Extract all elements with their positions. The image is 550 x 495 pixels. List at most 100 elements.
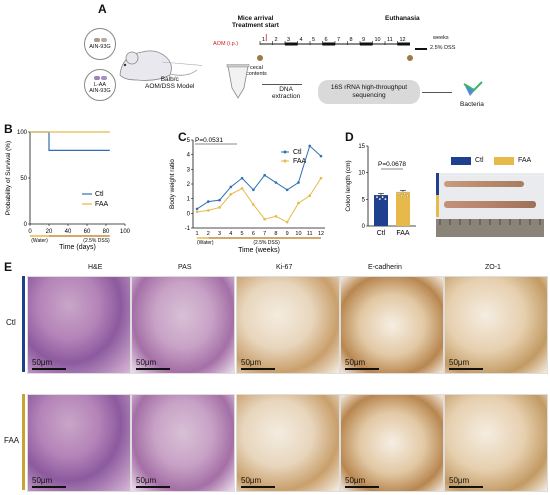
sequencing-box: 16S rRNA high-throughput sequencing — [318, 80, 420, 104]
dss-period — [322, 42, 335, 46]
c-ytick-label: 2 — [187, 182, 191, 188]
bacteria-icon — [463, 81, 483, 96]
panel-d-letter: D — [345, 130, 354, 144]
dss-key-label: 2.5% DSS — [430, 45, 456, 51]
scale-bar — [32, 486, 66, 488]
dss-period — [397, 42, 410, 46]
c-point-ctl — [319, 154, 323, 158]
c-point-ctl — [229, 185, 233, 189]
dss-period — [360, 42, 373, 46]
c-xtick-label: 4 — [229, 231, 232, 237]
c-point-faa — [252, 203, 255, 206]
micrograph-faa-ecadherin: 50μm — [340, 394, 444, 492]
treatment-start: Treatment start — [232, 22, 279, 29]
timeline-week-label: 5 — [312, 37, 315, 43]
d-datapoint — [375, 195, 379, 199]
bacteria-label: Bacteria — [460, 101, 484, 108]
c-xtick-label: 1 — [195, 231, 198, 237]
timeline-week-label: 4 — [300, 37, 303, 43]
colon-faa-tissue — [444, 201, 536, 208]
mice-arrival: Mice arrival — [237, 15, 274, 22]
micrograph-faa-ki67: 50μm — [236, 394, 340, 492]
d-ytick-label: 10 — [358, 171, 365, 177]
mouse-model: AOM/DSS Model — [145, 83, 195, 90]
scale-bar — [136, 368, 170, 370]
seq-1: 16S rRNA high-throughput — [330, 84, 408, 91]
diet2-label-1: L-AA — [93, 82, 107, 88]
c-point-ctl — [297, 181, 300, 184]
timeline-week-label: 10 — [375, 37, 381, 43]
cecal-label: cecal contents — [246, 65, 267, 77]
col-zo1: ZO-1 — [485, 264, 501, 271]
c-ytick-label: 5 — [187, 138, 191, 144]
b-series-ctl — [30, 131, 110, 151]
scale-bar — [345, 368, 379, 370]
micrograph-ctl-he: 50μm — [27, 276, 131, 374]
dna-label: DNA extraction — [272, 86, 300, 100]
tube-icon — [226, 64, 250, 99]
arrival-label: Mice arrival Treatment start — [232, 15, 279, 29]
mouse-strain: Balb/c — [160, 76, 179, 83]
c-point-ctl — [240, 176, 244, 180]
c-point-ctl — [274, 181, 278, 184]
d-datapoint — [381, 195, 384, 199]
diet1-label: AIN-93G — [89, 44, 111, 50]
c-point-ctl — [263, 173, 266, 177]
c-point-ctl — [218, 198, 221, 202]
b-dss-label: (2.5% DSS) — [83, 238, 110, 244]
cecal-2: contents — [246, 71, 267, 77]
c-legend-faa-dot — [283, 159, 287, 163]
c-ytick-label: 0 — [187, 211, 191, 217]
euthanasia-label: Euthanasia — [385, 15, 420, 22]
micrograph-ctl-zo1: 50μm — [444, 276, 548, 374]
seq-2: sequencing — [352, 92, 386, 99]
d-datapoint — [397, 192, 401, 196]
b-ytick-label: 100 — [17, 130, 28, 136]
cecal-1: cecal — [249, 65, 263, 71]
timeline-week-label: 7 — [337, 37, 340, 43]
c-ytick-label: 1 — [187, 197, 191, 203]
weeks-label: weeks — [433, 35, 449, 41]
c-water-label: (Water) — [197, 240, 214, 246]
scale-label: 50μm — [136, 358, 157, 367]
b-xtick-label: 80 — [103, 229, 110, 235]
b-legend-ctl: Ctl — [95, 191, 104, 198]
c-xtick-label: 2 — [207, 231, 210, 237]
c-xtick-label: 5 — [241, 231, 244, 237]
c-point-faa — [195, 210, 199, 214]
panel-c-letter: C — [178, 130, 187, 144]
d-pvalue: P=0.0678 — [378, 161, 406, 168]
mouse-dot-end — [407, 55, 413, 61]
c-xtick-label: 11 — [307, 231, 313, 237]
b-water-label: (Water) — [31, 238, 48, 244]
timeline-week-label: 9 — [362, 37, 365, 43]
micrograph-ctl-pas: 50μm — [131, 276, 235, 374]
c-point-faa — [240, 187, 244, 190]
b-xtick-label: 100 — [120, 229, 131, 235]
legend-ctl-swatch — [451, 157, 471, 165]
scale-bar — [449, 368, 483, 370]
mouse-dot-start — [257, 55, 263, 61]
c-ytick-label: 3 — [187, 167, 191, 173]
panel-a-letter: A — [98, 2, 107, 16]
d-ytick-label: 15 — [358, 144, 365, 150]
timeline-week-label: 11 — [387, 37, 393, 43]
d-ytick-label: 5 — [362, 197, 366, 203]
panel-e-letter: E — [4, 260, 13, 274]
b-xtick-label: 40 — [65, 229, 72, 235]
d-datapoint — [384, 197, 387, 201]
dna-2: extraction — [272, 93, 301, 100]
arrow-line-1 — [262, 84, 302, 85]
panel-b-letter: B — [4, 122, 13, 136]
c-xtick-label: 3 — [218, 231, 221, 237]
b-ytick-label: 50 — [20, 176, 27, 182]
colon-length-chart: 0 5 10 15 Ctl FAA Colon length (cm) P=0.0678 — [345, 144, 416, 237]
c-xlabel: Time (weeks) — [238, 247, 280, 254]
c-point-faa — [206, 209, 210, 212]
d-datapoint — [400, 194, 403, 198]
scale-bar — [241, 486, 275, 488]
d-xtick-label: FAA — [396, 230, 410, 237]
row-ctl-label: Ctl — [6, 318, 16, 327]
col-pas: PAS — [178, 264, 192, 271]
